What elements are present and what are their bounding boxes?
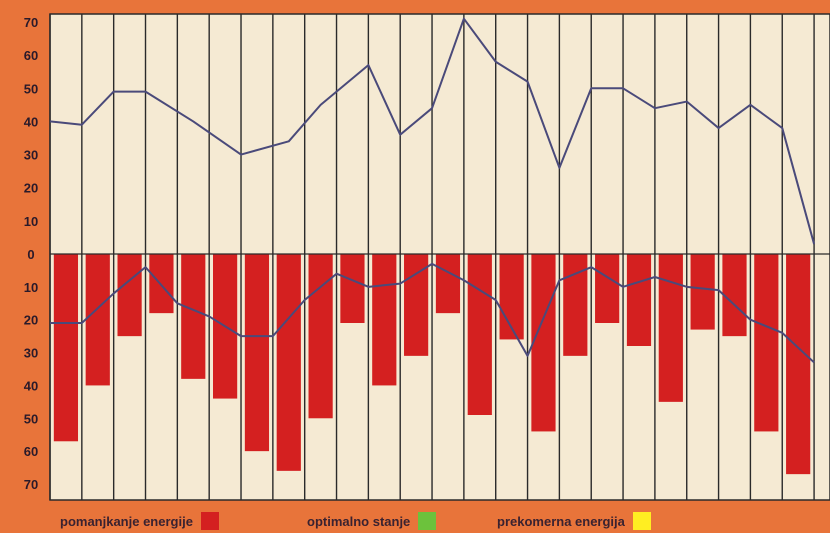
y-tick-label: 10 [24,214,38,229]
legend-item-excess: prekomerna energija [497,512,651,530]
y-tick-label: 0 [27,247,34,262]
y-tick-label: 20 [24,181,38,196]
y-tick-label: 60 [24,48,38,63]
y-tick-label: 50 [24,411,38,426]
y-tick-label: 30 [24,148,38,163]
y-tick-label: 40 [24,378,38,393]
legend-label-excess: prekomerna energija [497,513,625,529]
y-tick-label: 70 [24,477,38,492]
legend-swatch-optimal [418,512,437,530]
legend-item-optimal: optimalno stanje [307,512,437,530]
plot-frame [49,13,830,501]
legend-item-shortage: pomanjkanje energije [60,512,219,530]
bar [786,254,811,475]
upper-line-series [49,17,816,245]
bar [340,254,365,323]
bar [53,254,79,442]
y-tick-label: 20 [24,313,38,328]
bar [467,254,492,415]
bar [722,254,747,337]
bar [595,254,620,323]
bar [658,254,683,402]
bar [626,254,652,346]
bar [276,254,301,471]
bar [244,254,270,452]
bar [531,254,556,432]
bar [499,254,524,340]
y-tick-label: 10 [24,280,38,295]
y-tick-label: 60 [24,444,38,459]
bar [181,254,206,379]
legend: pomanjkanje energije optimalno stanje pr… [0,508,830,533]
y-tick-label: 50 [24,81,38,96]
legend-label-shortage: pomanjkanje energije [60,513,193,529]
legend-label-optimal: optimalno stanje [307,513,411,529]
bar [435,254,461,314]
lower-line-series [50,262,815,364]
bar [372,254,397,386]
y-tick-label: 30 [24,346,38,361]
legend-swatch-shortage [200,512,219,530]
bar [754,254,779,432]
legend-swatch-excess [632,512,651,530]
bar [149,254,174,314]
bar [85,254,110,386]
y-tick-label: 70 [24,15,38,30]
bar [117,254,142,337]
bar [690,254,715,330]
bar [404,254,429,356]
y-tick-label: 40 [24,114,38,129]
